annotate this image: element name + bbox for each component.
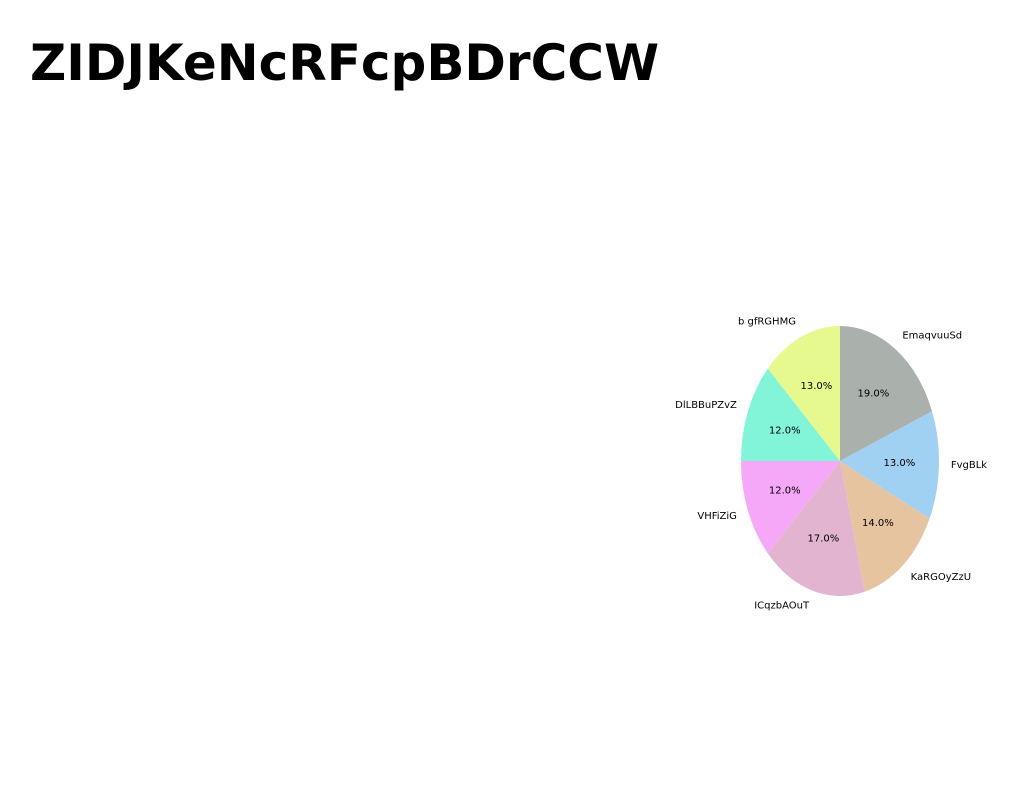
pie-category-label: b gfRGHMG — [738, 317, 796, 328]
pie-slice-b-gfrghmg — [767, 326, 840, 461]
pie-slice-vhfizig — [741, 461, 840, 554]
pie-category-label: VHFiZiG — [697, 511, 737, 522]
pie-slice-emaqvuusd — [840, 326, 933, 461]
pie-percentage-label: 12.0% — [769, 485, 801, 496]
pie-slice-dllbbupzvz — [741, 368, 840, 461]
pie-percentage-label: 13.0% — [801, 381, 833, 392]
pie-percentage-labels: 19.0% 13.0% 14.0% 17.0% 12.0% 12.0% 13.0% — [769, 381, 915, 544]
pie-category-label: EmaqvuuSd — [902, 330, 962, 341]
page-title: ZIDJKeNcRFcpBDrCCW — [30, 34, 660, 92]
pie-category-label: ICqzbAOuT — [754, 601, 810, 612]
pie-category-label: DlLBBuPZvZ — [675, 400, 737, 411]
pie-slices — [741, 326, 939, 597]
pie-category-label: KaRGOyZzU — [911, 572, 971, 583]
pie-slice-icqzbaout — [767, 461, 865, 597]
pie-percentage-label: 13.0% — [883, 458, 915, 469]
pie-percentage-label: 12.0% — [769, 426, 801, 437]
pie-percentage-label: 14.0% — [862, 518, 894, 529]
pie-slice-fvgblk — [840, 411, 939, 519]
pie-percentage-label: 19.0% — [857, 389, 889, 400]
pie-percentage-label: 17.0% — [808, 533, 840, 544]
pie-category-labels: EmaqvuuSd FvgBLk KaRGOyZzU ICqzbAOuT VHFiZiG… — [675, 317, 987, 612]
pie-category-label: FvgBLk — [951, 460, 987, 471]
pie-slice-kargoyzzu — [840, 461, 930, 592]
